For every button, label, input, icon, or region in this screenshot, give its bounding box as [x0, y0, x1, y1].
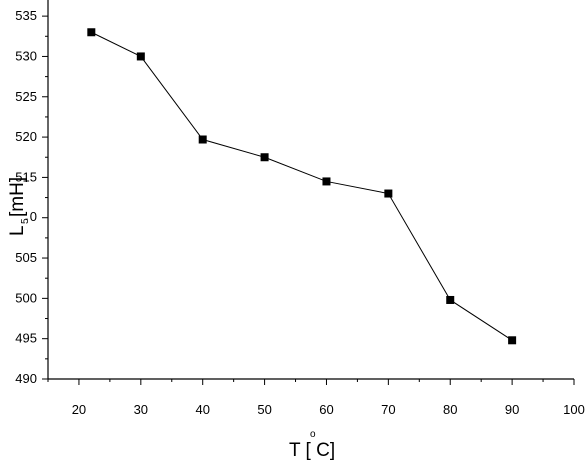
data-point-90 [508, 336, 517, 345]
data-point-80 [446, 295, 455, 304]
x-tick-label-30: 30 [134, 402, 148, 417]
x-tick-label-80: 80 [443, 402, 457, 417]
data-point-70 [384, 189, 393, 198]
x-tick-label-40: 40 [195, 402, 209, 417]
x-tick-label-90: 90 [505, 402, 519, 417]
y-tick-label-510-partial: 0 [30, 209, 37, 224]
y-tick-label-515: 515 [15, 169, 37, 184]
y-axis-title-main: L [7, 225, 28, 236]
series-line-0 [91, 31, 513, 341]
x-tick-label-20: 20 [72, 402, 86, 417]
y-tick-label-530: 530 [15, 48, 37, 63]
axes [47, 0, 574, 380]
y-tick-label-535: 535 [15, 8, 37, 23]
series [87, 28, 517, 345]
data-point-40 [198, 135, 207, 144]
y-tick-label-495: 495 [15, 331, 37, 346]
x-tick-label-70: 70 [381, 402, 395, 417]
y-axis-title: L 5 [mH] [7, 177, 31, 236]
y-axis-title-subscript: 5 [20, 218, 31, 224]
data-point-30 [136, 52, 145, 61]
y-tick-label-490: 490 [15, 371, 37, 386]
x-tick-label-60: 60 [319, 402, 333, 417]
y-tick-label-525: 525 [15, 89, 37, 104]
y-tick-label-500: 500 [15, 290, 37, 305]
x-axis-title-degree: o [310, 429, 316, 440]
data-point-50 [260, 153, 269, 162]
y-tick-label-505: 505 [15, 250, 37, 265]
data-point-22 [87, 28, 96, 37]
x-tick-label-100: 100 [563, 402, 585, 417]
x-tick-label-50: 50 [257, 402, 271, 417]
x-axis-title: T [ C] [289, 440, 335, 461]
y-axis-title-mark: - [25, 214, 28, 225]
ticks: 490 495 500 505 515 520 525 530 535 20 30 40 50 60 70 8… [15, 8, 585, 417]
data-point-60 [322, 177, 331, 186]
y-axis-title-unit: [mH] [7, 177, 28, 217]
y-tick-label-520: 520 [15, 129, 37, 144]
